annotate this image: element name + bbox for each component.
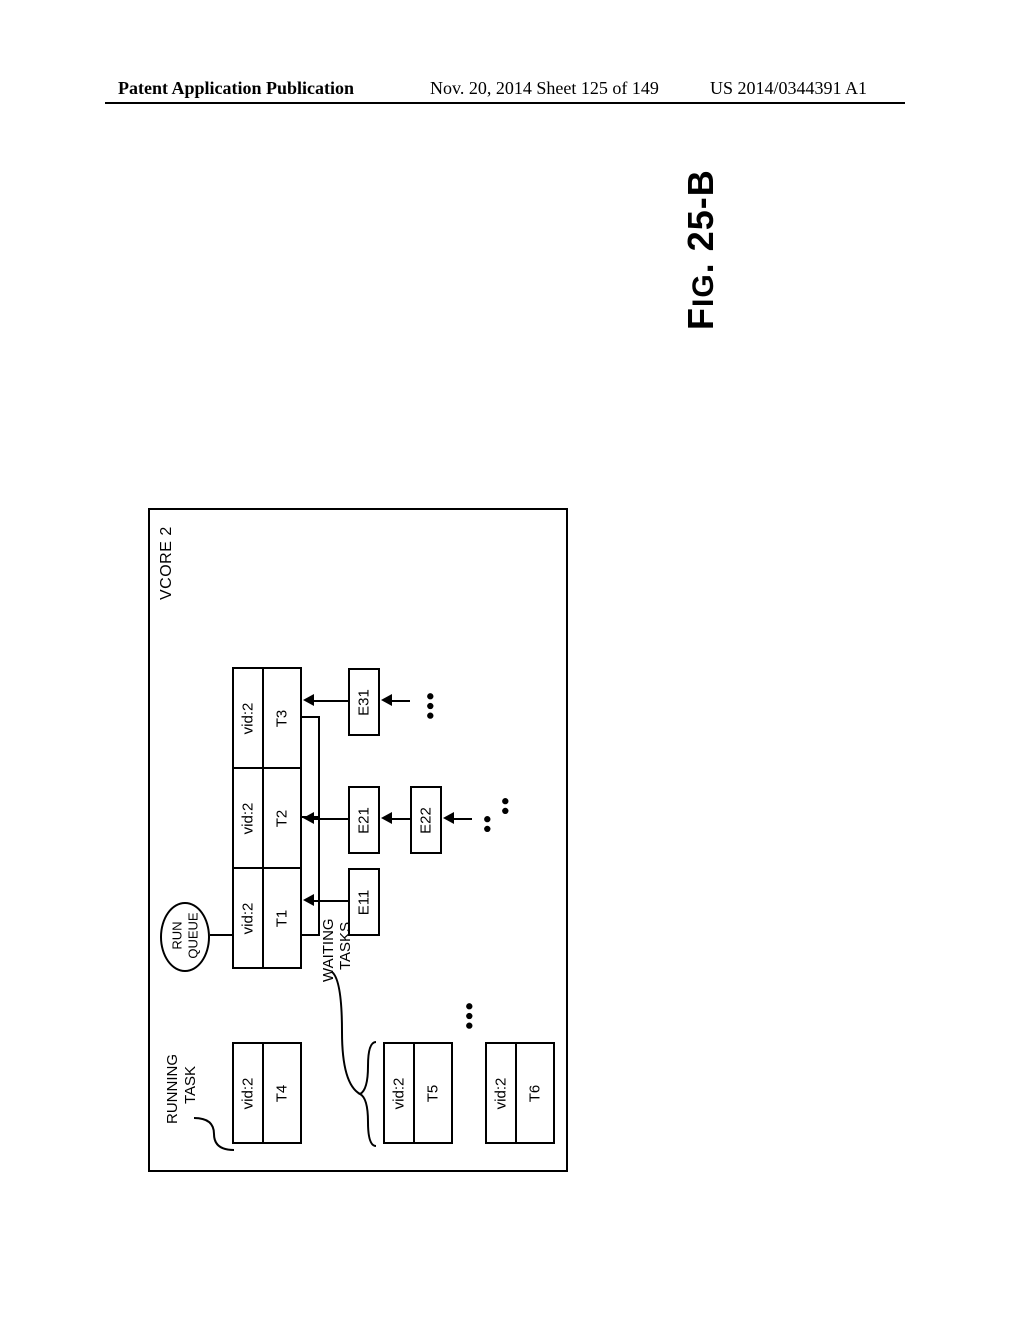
task-t6-name: T6 bbox=[527, 1064, 544, 1124]
arrow-t3-e31 bbox=[314, 700, 348, 702]
waiting-tasks-label-2: TASKS bbox=[337, 922, 354, 970]
dots-top: •• bbox=[493, 795, 519, 814]
arrow-e21-e22 bbox=[392, 818, 410, 820]
arrow-t2-e21-head bbox=[303, 812, 314, 824]
task-t5-name: T5 bbox=[425, 1064, 442, 1124]
spine-to-t3 bbox=[302, 716, 320, 718]
task-t1-div bbox=[262, 867, 264, 969]
run-queue-line2: QUEUE bbox=[186, 906, 201, 966]
task-t4-div bbox=[262, 1042, 264, 1144]
fig-prefix: F bbox=[680, 307, 721, 330]
task-t2-name: T2 bbox=[274, 789, 291, 849]
runqueue-to-t1-line bbox=[210, 934, 232, 936]
dots-after-e22: •• bbox=[475, 813, 501, 832]
run-queue-line1: RUN bbox=[170, 906, 185, 966]
arrow-e31-dots bbox=[392, 700, 410, 702]
waiting-tasks-label-1: WAITING bbox=[320, 918, 337, 982]
event-e31-label: E31 bbox=[356, 673, 373, 733]
event-e22-label: E22 bbox=[418, 791, 435, 851]
task-t3-div bbox=[262, 667, 264, 769]
task-t2-vid: vid:2 bbox=[240, 789, 257, 849]
running-task-label-2: TASK bbox=[182, 1066, 199, 1104]
arrow-t1-e11-head bbox=[303, 894, 314, 906]
waiting-tasks-leader bbox=[330, 970, 364, 1100]
dots-waiting: ••• bbox=[457, 1000, 483, 1029]
spine-v bbox=[318, 716, 320, 936]
task-t5-div bbox=[413, 1042, 415, 1144]
task-t4-name: T4 bbox=[274, 1064, 291, 1124]
arrow-e31-dots-head bbox=[381, 694, 392, 706]
event-e21-label: E21 bbox=[356, 791, 373, 851]
header-right-text: US 2014/0344391 A1 bbox=[710, 78, 867, 99]
header-rule bbox=[105, 102, 905, 104]
fig-suffix: . 25-B bbox=[680, 169, 721, 273]
task-t1-name: T1 bbox=[274, 889, 291, 949]
task-t4-vid: vid:2 bbox=[240, 1064, 257, 1124]
header-center-text: Nov. 20, 2014 Sheet 125 of 149 bbox=[430, 78, 659, 99]
header-left-text: Patent Application Publication bbox=[118, 78, 354, 99]
task-t6-vid: vid:2 bbox=[493, 1064, 510, 1124]
figure-label: FIG. 25-B bbox=[680, 169, 722, 330]
task-t2-div bbox=[262, 767, 264, 869]
fig-rest: IG bbox=[687, 273, 720, 307]
arrow-e21-e22-head bbox=[381, 812, 392, 824]
arrow-t3-e31-head bbox=[303, 694, 314, 706]
arrow-t1-e11 bbox=[314, 900, 348, 902]
running-task-leader bbox=[192, 1116, 236, 1156]
running-task-label-1: RUNNING bbox=[164, 1054, 181, 1124]
task-t1-vid: vid:2 bbox=[240, 889, 257, 949]
dots-after-e31: ••• bbox=[418, 690, 444, 719]
task-t6-div bbox=[515, 1042, 517, 1144]
vcore-label: VCORE 2 bbox=[158, 526, 176, 600]
event-e11-label: E11 bbox=[356, 873, 373, 933]
task-t5-vid: vid:2 bbox=[391, 1064, 408, 1124]
page-root: Patent Application Publication Nov. 20, … bbox=[0, 0, 1024, 1320]
arrow-e22-dots-head bbox=[443, 812, 454, 824]
task-t3-vid: vid:2 bbox=[240, 689, 257, 749]
task-t3-name: T3 bbox=[274, 689, 291, 749]
arrow-t2-e21 bbox=[314, 818, 348, 820]
arrow-e22-dots bbox=[454, 818, 472, 820]
